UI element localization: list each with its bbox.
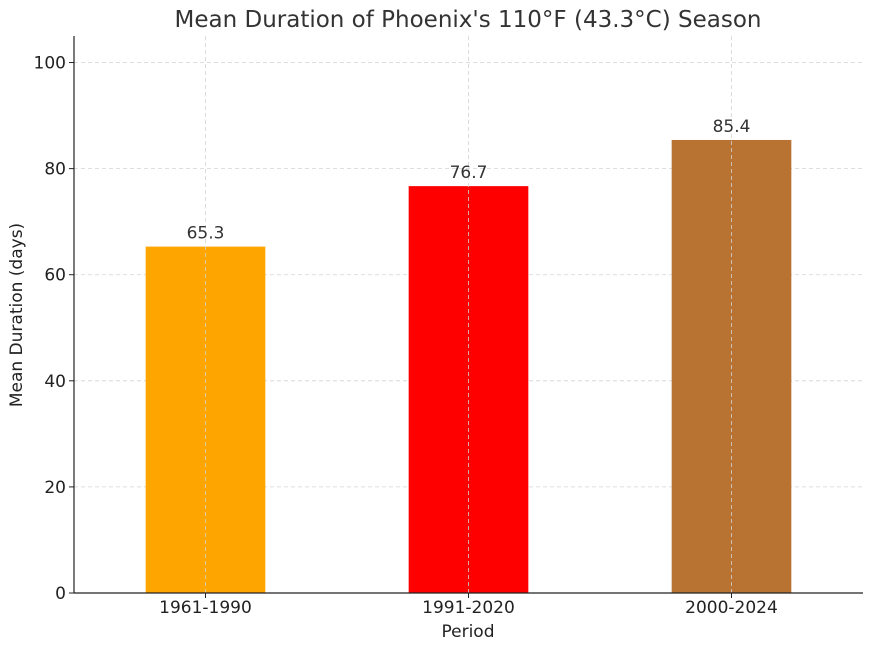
y-tick-label: 20	[44, 478, 66, 498]
data-labels: 65.3 76.7 85.4	[187, 117, 751, 244]
x-tick-label: 1961-1990	[159, 598, 252, 618]
x-tick-label: 1991-2020	[422, 598, 515, 618]
tick-labels: 0 20 40 60 80 100 1961-1990 1991-2020 2000-2024	[34, 54, 778, 618]
data-label: 85.4	[713, 117, 751, 137]
x-tick-label: 2000-2024	[685, 598, 778, 618]
data-label: 76.7	[450, 163, 488, 183]
chart-title: Mean Duration of Phoenix's 110°F (43.3°C…	[175, 7, 762, 33]
y-tick-label: 0	[55, 584, 66, 604]
axes	[69, 36, 863, 598]
y-tick-label: 100	[34, 54, 66, 74]
y-tick-label: 60	[44, 266, 66, 286]
y-axis-label: Mean Duration (days)	[7, 223, 27, 407]
y-tick-label: 40	[44, 372, 66, 392]
x-axis-label: Period	[441, 622, 494, 642]
y-tick-label: 80	[44, 160, 66, 180]
data-label: 65.3	[187, 224, 225, 244]
